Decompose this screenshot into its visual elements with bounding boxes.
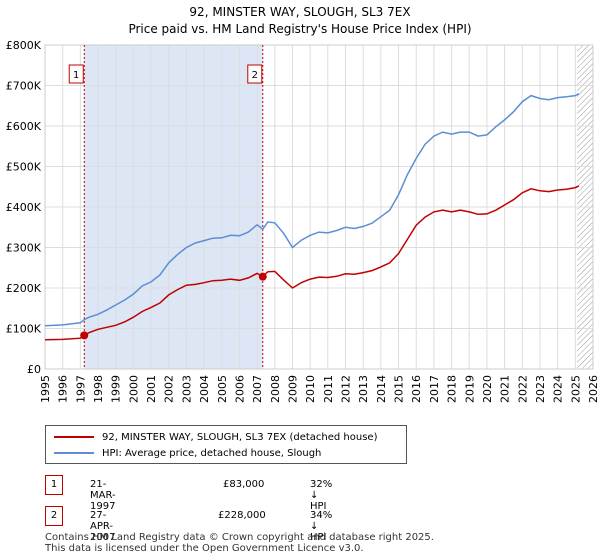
x-tick-label: 2007 [251, 375, 264, 403]
series-line-hpi [44, 92, 580, 327]
x-tick-label: 2010 [304, 375, 317, 403]
legend-item-price: 92, MINSTER WAY, SLOUGH, SL3 7EX (detach… [54, 430, 377, 444]
x-tick-label: 1995 [39, 375, 52, 403]
x-tick-label: 1997 [74, 375, 87, 403]
legend-item-hpi: HPI: Average price, detached house, Slou… [54, 446, 321, 460]
annotation-date: 21-MAR-1997 [90, 479, 116, 512]
x-tick-label: 2005 [216, 375, 229, 403]
y-tick-label: £300K [6, 242, 42, 255]
x-tick-label: 2017 [428, 375, 441, 403]
x-tick-label: 2015 [393, 375, 406, 403]
x-tick-label: 2018 [446, 375, 459, 403]
x-tick-label: 2006 [233, 375, 246, 403]
x-tick-label: 1996 [57, 375, 70, 403]
annotation-price: £228,000 [218, 510, 266, 521]
marker-label: 1 [73, 70, 79, 81]
chart-subtitle: Price paid vs. HM Land Registry's House … [128, 22, 472, 36]
series-line-price [44, 185, 580, 341]
y-tick-label: £800K [6, 39, 42, 52]
x-tick-label: 2021 [499, 375, 512, 403]
x-tick-label: 1999 [110, 375, 123, 403]
x-tick-label: 2025 [569, 375, 582, 403]
x-tick-label: 2013 [357, 375, 370, 403]
y-tick-label: £0 [27, 363, 41, 376]
marker-box [68, 64, 84, 84]
marker-box [247, 64, 263, 84]
chart-area: £0 £100K £200K £300K £400K £500K £600K £700K £80… [6, 39, 600, 403]
annotation-hpi: 34% ↓ HPI [310, 510, 333, 543]
annotation-date: 27-APR-2007 [90, 510, 116, 543]
x-tick-label: 2020 [481, 375, 494, 403]
x-tick-label: 2008 [269, 375, 282, 403]
y-tick-label: £700K [6, 80, 42, 93]
x-tick-label: 2011 [322, 375, 335, 403]
x-tick-label: 2012 [340, 375, 353, 403]
footer-license: This data is licensed under the Open Gov… [45, 543, 364, 554]
annotation-price: £83,000 [223, 479, 265, 490]
x-tick-label: 1998 [92, 375, 105, 403]
x-tick-label: 2023 [534, 375, 547, 403]
x-tick-label: 2000 [127, 375, 140, 403]
chart-title: 92, MINSTER WAY, SLOUGH, SL3 7EX [189, 5, 411, 19]
annotation-badge: 1 [45, 475, 63, 495]
x-tick-label: 2001 [145, 375, 158, 403]
annotation-badge: 2 [45, 506, 63, 526]
y-tick-label: £600K [6, 120, 42, 133]
footer-copyright: Contains HM Land Registry data © Crown c… [45, 532, 434, 543]
y-tick-label: £200K [6, 282, 42, 295]
sale-point [80, 331, 89, 340]
y-tick-label: £400K [6, 201, 42, 214]
legend-swatch-price [54, 436, 94, 438]
x-tick-label: 2024 [552, 375, 565, 403]
x-tick-label: 2004 [198, 375, 211, 403]
x-tick-label: 2022 [516, 375, 529, 403]
x-tick-label: 2026 [587, 375, 600, 403]
x-tick-label: 2009 [286, 375, 299, 403]
legend-label-price: 92, MINSTER WAY, SLOUGH, SL3 7EX (detach… [102, 431, 378, 443]
plot-border [44, 44, 594, 370]
x-tick-label: 2019 [463, 375, 476, 403]
y-tick-label: £500K [6, 161, 42, 174]
sale-point [258, 272, 267, 281]
legend-swatch-hpi [54, 452, 94, 454]
x-tick-label: 2002 [163, 375, 176, 403]
y-tick-label: £100K [6, 323, 42, 336]
x-tick-label: 2003 [180, 375, 193, 403]
annotation-hpi: 32% ↓ HPI [310, 479, 333, 512]
legend: 92, MINSTER WAY, SLOUGH, SL3 7EX (detach… [45, 425, 407, 464]
marker-label: 2 [252, 70, 258, 81]
x-tick-label: 2016 [410, 375, 423, 403]
legend-label-hpi: HPI: Average price, detached house, Slou… [102, 447, 322, 459]
x-tick-label: 2014 [375, 375, 388, 403]
